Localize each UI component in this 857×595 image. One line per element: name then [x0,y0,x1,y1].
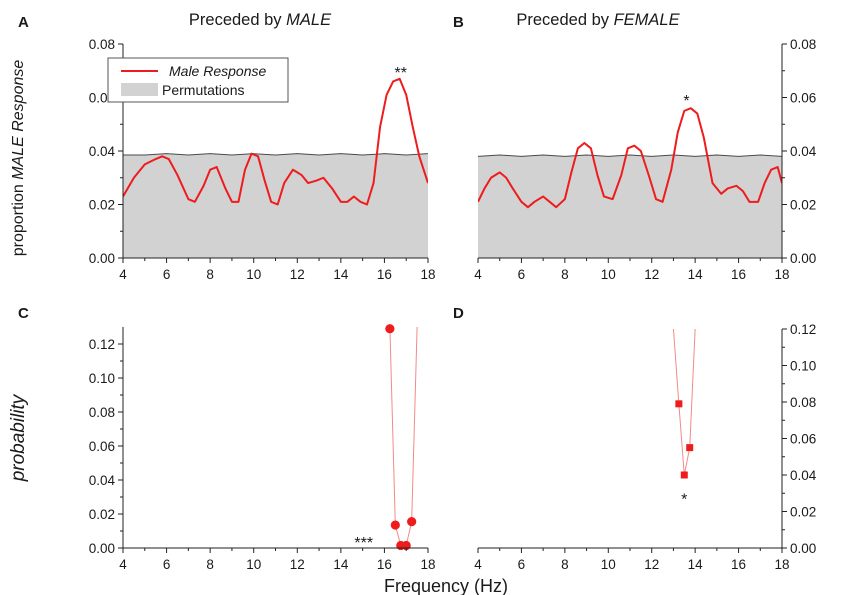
panel-b: B Preceded by FEMALE 4 6 8 10 12 14 16 180.00 0.02… [453,11,817,282]
x-tick-label: 16 [377,267,392,282]
x-tick-label: 8 [206,267,214,282]
x-tick-label: 6 [518,557,526,572]
x-tick-label: 14 [688,557,704,572]
x-tick-label: 4 [119,267,127,282]
probability-point [680,471,688,479]
x-tick-label: 10 [601,267,616,282]
permutation-area [123,153,428,258]
y-tick-label: 0.04 [790,144,817,159]
probability-point [407,517,417,527]
y-tick-label: 0.04 [790,468,817,483]
x-tick-label: 4 [119,557,127,572]
y-tick-label: 0.00 [89,541,115,556]
x-tick-label: 18 [774,267,789,282]
y-tick-label: 0.06 [89,439,115,454]
y-tick-label: 0.08 [790,37,816,52]
panel-letter: B [453,14,464,31]
y-tick-label: 0.12 [790,322,816,337]
male-response-line [478,107,782,209]
y-axis-label-top: proportion MALE Response [10,60,27,257]
x-tick-label: 16 [377,557,392,572]
y-axis-label-bottom: probability [8,393,29,482]
y-tick-label: 0.00 [790,251,816,266]
significance-marker: * [681,492,687,509]
significance-marker: *** [354,535,373,552]
legend-label-response: Male Response [169,63,266,79]
y-tick-label: 0.00 [790,541,816,556]
legend-label-permutations: Permutations [162,82,244,98]
y-tick-label: 0.08 [790,395,816,410]
y-tick-label: 0.02 [89,198,115,213]
y-tick-label: 0.02 [790,198,816,213]
x-tick-label: 6 [163,267,171,282]
y-tick-label: 0.10 [790,359,816,374]
y-tick-label: 0.04 [89,473,116,488]
y-tick-label: 0.02 [790,505,816,520]
probability-point [390,520,400,530]
permutation-edge [478,154,782,157]
x-tick-label: 6 [518,267,526,282]
probability-point [675,400,683,408]
x-tick-label: 10 [246,267,261,282]
permutation-area [478,155,782,258]
x-tick-label: 6 [163,557,171,572]
probability-point [385,324,395,334]
panel-letter: A [18,14,29,31]
panel-letter: D [453,305,464,322]
x-tick-label: 12 [290,267,305,282]
significance-marker: ** [395,65,407,82]
x-tick-label: 4 [474,557,482,572]
x-tick-label: 12 [644,267,659,282]
y-tick-label: 0.10 [89,371,115,386]
x-tick-label: 18 [420,557,435,572]
x-tick-label: 8 [561,557,569,572]
x-tick-label: 14 [688,267,704,282]
y-tick-label: 0.02 [89,507,115,522]
panel-c: C 4 6 8 10 12 14 16 18 0.00 0.02 0.04 0.06 0.08 0.10 0.… [18,305,436,572]
probability-point [686,444,694,452]
x-tick-label: 8 [206,557,214,572]
x-tick-label: 18 [420,267,435,282]
x-tick-label: 12 [290,557,305,572]
x-tick-label: 14 [333,267,349,282]
y-tick-label: 0.06 [790,432,816,447]
panel-d: D 4 6 8 10 12 14 16 180.00 0.02 0.04 0.06 0.08 0.10 0.… [453,305,817,572]
x-tick-label: 8 [561,267,569,282]
x-axis-label: Frequency (Hz) [384,576,508,595]
x-tick-label: 4 [474,267,482,282]
x-tick-label: 14 [333,557,349,572]
probability-connector [389,326,418,546]
panel-title: Preceded by FEMALE [516,11,680,29]
x-tick-label: 10 [246,557,261,572]
x-tick-label: 18 [774,557,789,572]
x-tick-label: 10 [601,557,616,572]
legend: Male Response Permutations [107,57,289,103]
y-tick-label: 0.08 [89,405,115,420]
y-tick-label: 0.00 [89,251,115,266]
panel-a: A Preceded by MALE 4 6 8 10 12 14 16 18 0.00 0.02 0.… [18,11,436,282]
x-tick-label: 16 [731,267,746,282]
x-tick-label: 12 [644,557,659,572]
significance-marker: * [683,93,689,110]
y-tick-label: 0.06 [790,91,816,106]
panel-title: Preceded by MALE [189,11,332,29]
panel-letter: C [18,305,29,322]
y-tick-label: 0.08 [89,37,115,52]
x-tick-label: 16 [731,557,746,572]
male-response-line [123,77,428,206]
y-tick-label: 0.04 [89,144,116,159]
legend-area-swatch [121,83,158,96]
y-tick-label: 0.12 [89,337,115,352]
